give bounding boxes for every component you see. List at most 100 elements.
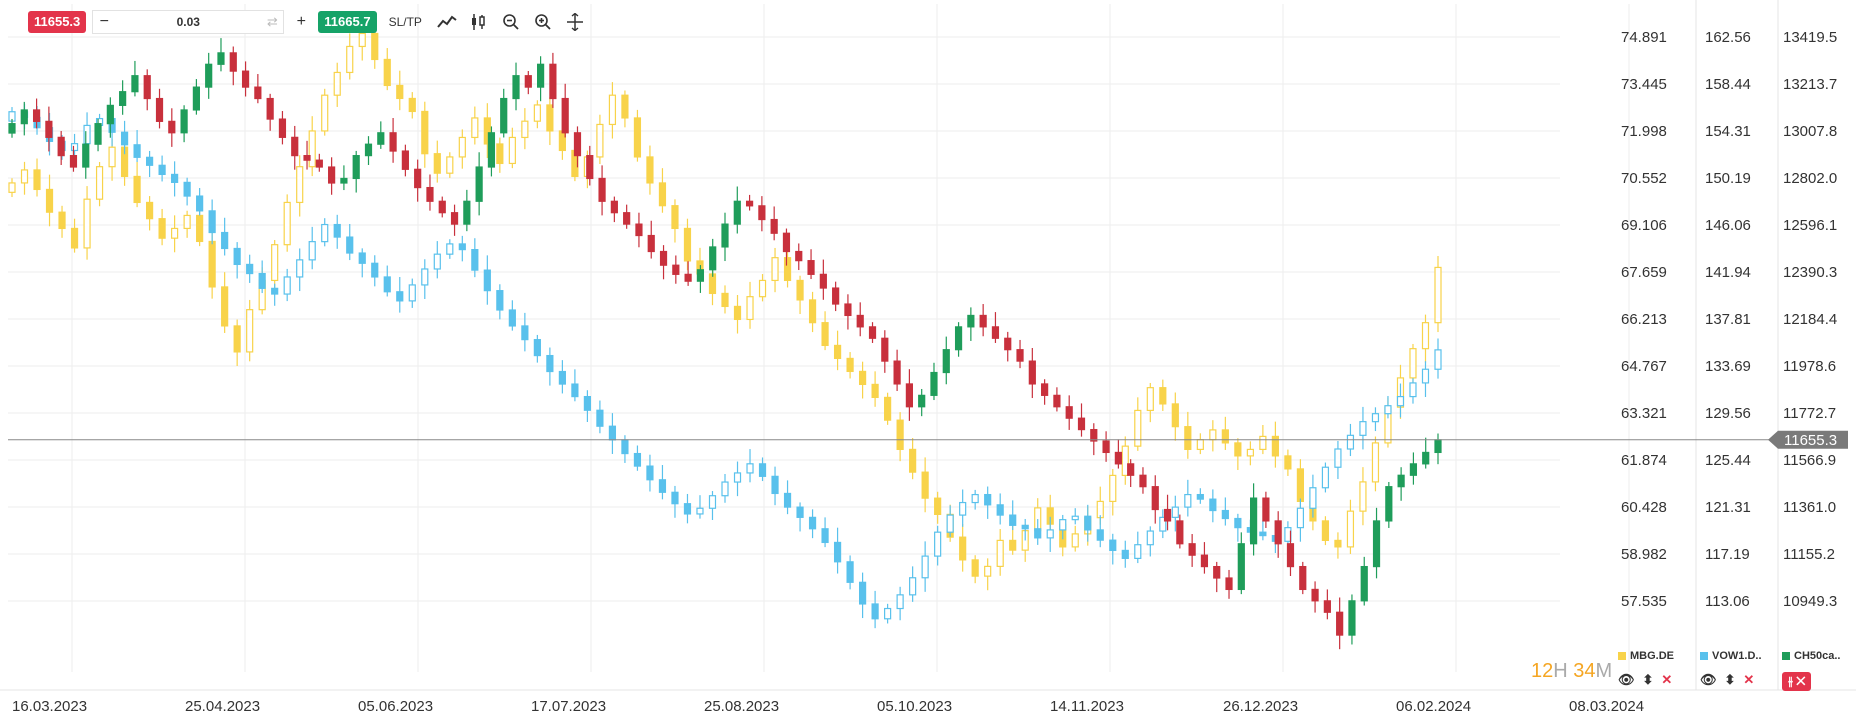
candle-body [1323, 600, 1331, 613]
swap-icon[interactable]: ⇄ [266, 14, 278, 29]
trade-toolbar: 11655.3 − 0.03 ⇄ + 11665.7 SL/TP [28, 10, 588, 34]
sort-arrows-icon[interactable]: ⬍ [1724, 672, 1736, 687]
candle-body [934, 531, 942, 557]
candle-body [1004, 337, 1012, 351]
candle-body [930, 371, 938, 396]
price-axis-label: 12390.3 [1783, 264, 1837, 281]
candle-body [671, 491, 679, 505]
candle-body [83, 124, 91, 145]
candle-body [131, 75, 139, 93]
candles-toggle-icon[interactable]: ⫳ ✕ [1782, 672, 1812, 691]
candle-body [683, 503, 692, 515]
candle-body [893, 360, 901, 385]
candle-body [1346, 434, 1355, 450]
candle-body [856, 314, 864, 328]
price-axis-label: 73.445 [1621, 76, 1667, 93]
candle-body [533, 339, 541, 357]
candle-body [229, 52, 237, 72]
quantity-decrease-button[interactable]: − [99, 13, 109, 30]
zoom-in-icon[interactable] [530, 11, 556, 33]
date-tick-label: 16.03.2023 [12, 698, 87, 715]
candle-body [647, 234, 655, 253]
candle-body [1146, 530, 1154, 546]
sl-tp-button[interactable]: SL/TP [388, 15, 422, 29]
candle-body [45, 120, 53, 138]
price-axis-label: 67.659 [1621, 264, 1667, 281]
quantity-increase-button[interactable]: + [296, 13, 306, 30]
candle-body [458, 243, 466, 251]
candle-body [346, 45, 354, 74]
candle-body [321, 223, 329, 243]
candle-body [487, 132, 496, 168]
sell-price-button[interactable]: 11655.3 [28, 11, 87, 33]
candle-body [1321, 466, 1330, 489]
price-axis-label: 12596.1 [1783, 217, 1837, 234]
candle-body [450, 212, 459, 225]
candle-body [258, 272, 266, 289]
close-icon[interactable]: ✕ [1743, 672, 1755, 687]
candle-body [433, 253, 441, 270]
candle-body [1237, 543, 1245, 591]
buy-price-button[interactable]: 11665.7 [318, 11, 377, 33]
candle-body [1409, 382, 1417, 398]
candle-body [646, 156, 654, 184]
candle-body [671, 205, 679, 230]
crosshair-move-icon[interactable] [562, 11, 588, 33]
quantity-input[interactable]: 0.03 [176, 15, 200, 29]
candle-body [846, 357, 854, 373]
candle-body [1184, 493, 1192, 508]
date-tick-label: 17.07.2023 [531, 698, 606, 715]
legend-swatch [1700, 652, 1708, 661]
candle-body [1336, 611, 1344, 636]
candle-body [858, 581, 867, 605]
candle-body [558, 370, 566, 385]
candle-body [1213, 565, 1221, 579]
candle-body [1221, 509, 1229, 520]
candle-body [1090, 428, 1098, 442]
candle-body [610, 200, 618, 214]
candle-body [721, 481, 729, 497]
eye-icon[interactable]: 👁 [1700, 672, 1717, 687]
candle-body [133, 175, 141, 204]
candle-body [383, 58, 391, 87]
candle-body [296, 166, 304, 204]
sort-arrows-icon[interactable]: ⬍ [1642, 672, 1654, 687]
candle-body [934, 497, 942, 515]
eye-icon[interactable]: 👁 [1618, 672, 1635, 687]
legend-swatch [1782, 652, 1790, 661]
candle-body [1065, 406, 1073, 419]
date-tick-label: 26.12.2023 [1223, 698, 1298, 715]
candle-body [221, 231, 229, 250]
date-tick-label: 05.10.2023 [877, 698, 952, 715]
candle-body [106, 104, 114, 125]
candle-body [196, 214, 204, 243]
close-icon[interactable]: ✕ [1661, 672, 1673, 687]
candle-body [821, 528, 829, 544]
candle-body [271, 287, 279, 295]
candle-body [708, 273, 717, 295]
price-axis-label: 63.321 [1621, 405, 1667, 422]
candle-body [414, 168, 422, 189]
candle-body [346, 236, 354, 254]
candle-body [971, 493, 979, 504]
candle-body [659, 250, 668, 266]
candle-body [1009, 514, 1017, 526]
date-tick-label: 08.03.2024 [1569, 698, 1644, 715]
candle-body [546, 104, 554, 132]
candlestick-icon[interactable] [466, 11, 492, 33]
candle-body [623, 212, 631, 225]
zoom-out-icon[interactable] [498, 11, 524, 33]
candle-body [608, 94, 617, 126]
candle-body [684, 273, 692, 282]
candle-body [1171, 506, 1179, 518]
candle-body [846, 561, 854, 583]
candle-body [1188, 543, 1196, 556]
candle-body [1421, 322, 1430, 350]
candle-body [371, 262, 379, 278]
candle-body [709, 246, 717, 271]
candle-body [996, 504, 1004, 516]
candle-body [858, 370, 867, 386]
line-chart-icon[interactable] [434, 11, 460, 33]
candle-body [8, 182, 16, 193]
